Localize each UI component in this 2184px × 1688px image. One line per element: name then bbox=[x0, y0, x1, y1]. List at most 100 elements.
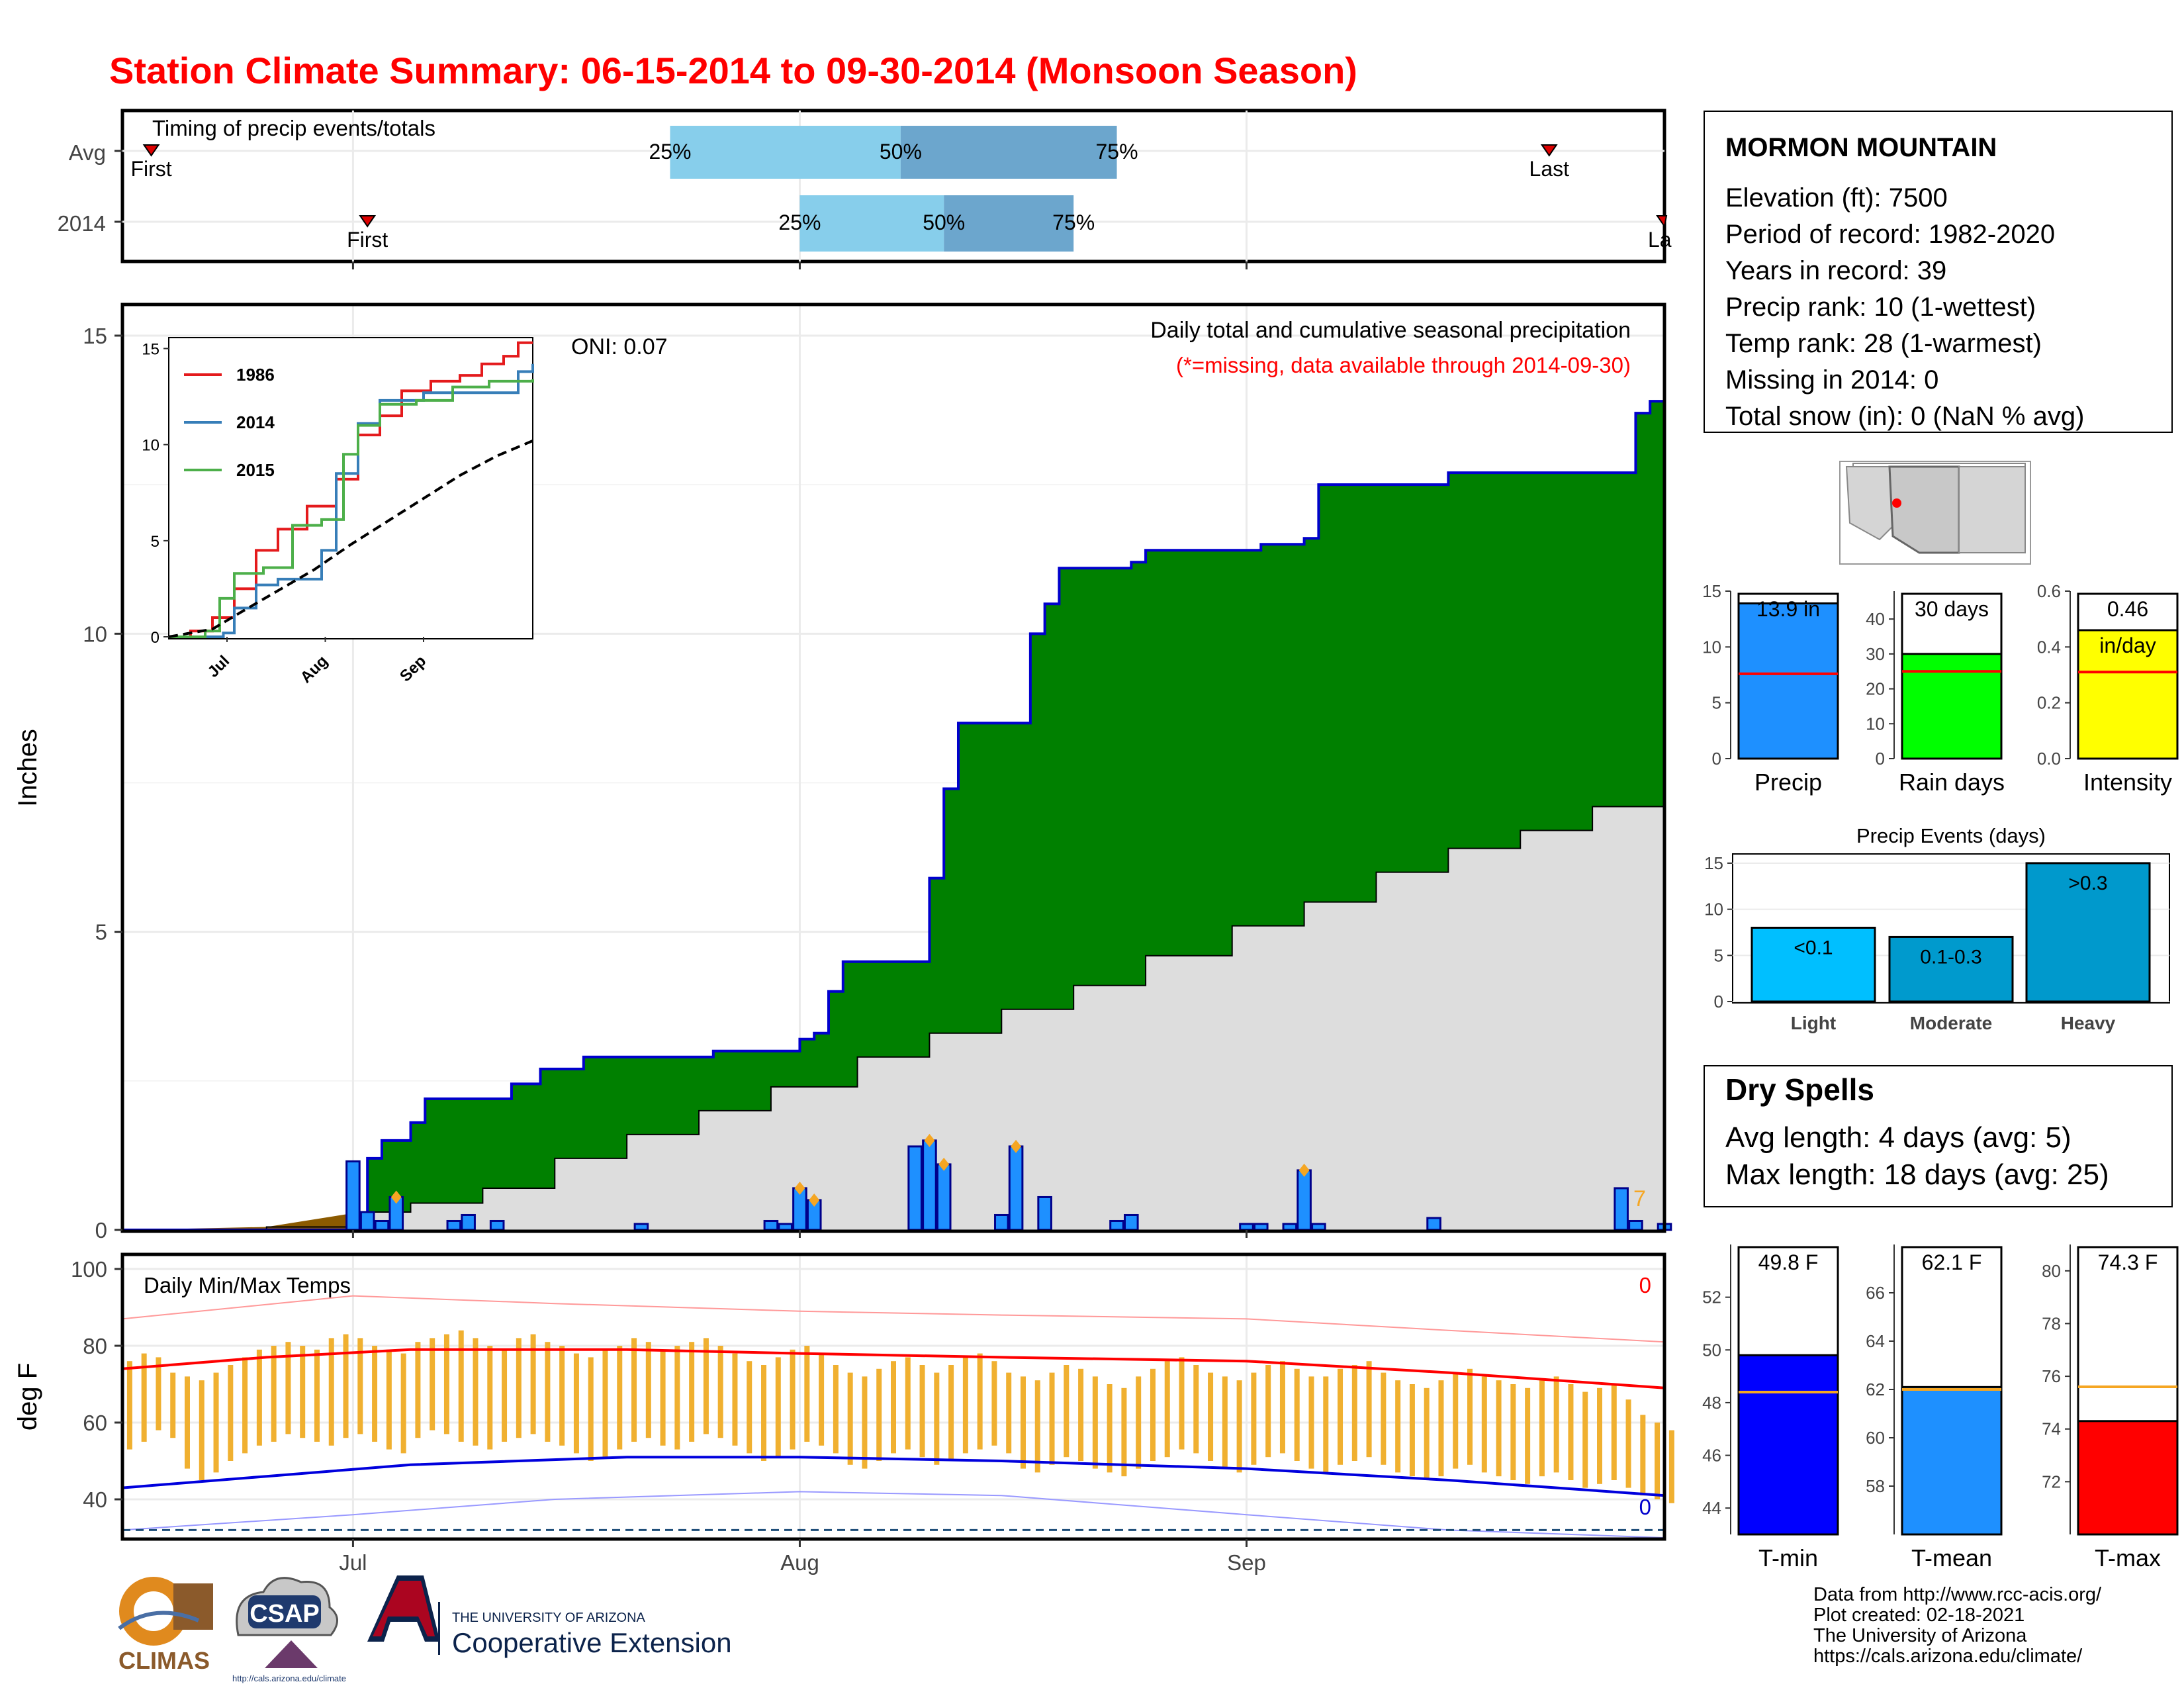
csap-logo-badge bbox=[248, 1595, 321, 1628]
heavy-event-marker bbox=[1298, 1163, 1310, 1177]
credit-line: https://cals.arizona.edu/climate/ bbox=[1813, 1646, 2083, 1667]
daily-temp-range-bar bbox=[1193, 1365, 1199, 1454]
intensity-y-tick-label: 0.0 bbox=[2037, 749, 2061, 769]
daily-temp-range-bar bbox=[833, 1365, 839, 1454]
inset-legend-label: 2014 bbox=[236, 412, 275, 432]
daily-temp-range-bar bbox=[703, 1338, 709, 1434]
inset-legend-label: 1986 bbox=[236, 365, 275, 385]
daily-temp-range-bar bbox=[1381, 1372, 1387, 1465]
precip-y-tick-label: 10 bbox=[83, 622, 107, 646]
ua-logo-big-text: Cooperative Extension bbox=[452, 1627, 732, 1658]
tmax-y-tick-label: 72 bbox=[2042, 1472, 2061, 1491]
daily-precip-bar bbox=[1253, 1223, 1269, 1231]
rain-days-bar bbox=[1901, 653, 2003, 760]
temperature-y-tick-label: 40 bbox=[83, 1487, 107, 1512]
tmax-label: T-max bbox=[2095, 1544, 2161, 1571]
tmean-y-tick-label: 62 bbox=[1866, 1380, 1885, 1399]
daily-temp-range-bar bbox=[1308, 1376, 1314, 1469]
daily-temp-range-bar bbox=[256, 1349, 262, 1446]
daily-temp-range-bar bbox=[1251, 1372, 1257, 1465]
daily-precip-bar bbox=[1109, 1219, 1124, 1231]
tmin-y-tick-label: 52 bbox=[1702, 1288, 1721, 1307]
map-state-arizona bbox=[1888, 465, 1960, 554]
station-location-marker bbox=[1892, 498, 1901, 508]
daily-temp-range-bar bbox=[199, 1380, 205, 1480]
temperature-y-tick-label: 100 bbox=[71, 1257, 107, 1282]
tmax-bar bbox=[2077, 1420, 2179, 1536]
daily-temp-range-bar bbox=[1395, 1380, 1401, 1473]
daily-temp-range-bar bbox=[1366, 1361, 1372, 1458]
daily-temp-range-bar bbox=[242, 1357, 248, 1454]
precip-y-tick-label: 0 bbox=[95, 1218, 107, 1243]
timing-pct-25: 25% bbox=[649, 140, 691, 164]
daily-temp-range-bar bbox=[1611, 1384, 1617, 1480]
seasonal-summary-bars: 0 5 10 15 13.9 in Precip 0 10 20 30 40 30 days Rain … bbox=[1702, 581, 2179, 796]
daily-temp-range-bar bbox=[487, 1346, 493, 1450]
daily-precip-bar bbox=[1124, 1213, 1139, 1231]
events-category-label: Heavy bbox=[2061, 1013, 2116, 1033]
record-min-line bbox=[122, 1491, 1665, 1538]
daily-temp-range-bar bbox=[775, 1357, 781, 1458]
dry-spells-avg-length: Avg length: 4 days (avg: 5) bbox=[1725, 1121, 2071, 1154]
tmin-y-tick-label: 48 bbox=[1702, 1393, 1721, 1413]
daily-temp-range-bar bbox=[372, 1346, 378, 1442]
daily-temp-range-bar bbox=[790, 1349, 796, 1450]
daily-temp-range-bar bbox=[1640, 1415, 1646, 1496]
daily-temp-range-bar bbox=[1179, 1357, 1185, 1450]
inset-average-line bbox=[168, 440, 533, 638]
daily-temp-range-bar bbox=[1438, 1380, 1444, 1477]
missing-note: (*=missing, data available through 2014-… bbox=[1176, 353, 1631, 377]
intensity-unit-label: in/day bbox=[2099, 633, 2156, 657]
inset-y-tick-label: 0 bbox=[151, 629, 159, 647]
station-info-line: Precip rank: 10 (1-wettest) bbox=[1725, 293, 2036, 322]
daily-temp-range-bar bbox=[1236, 1380, 1242, 1473]
daily-temp-range-bar bbox=[126, 1361, 132, 1450]
temperature-panel-frame bbox=[120, 1252, 1666, 1541]
inset-series-line-2014 bbox=[169, 363, 534, 638]
daily-temp-range-bar bbox=[1597, 1387, 1603, 1484]
daily-temp-range-bar bbox=[1049, 1372, 1055, 1465]
rain-days-y-tick-label: 30 bbox=[1866, 644, 1885, 664]
timing-panel: 25% 50% 75% First Last 25% 50% 75% First La Timin… bbox=[58, 109, 1672, 269]
timing-label: Timing of precip events/totals bbox=[152, 116, 435, 140]
daily-temp-range-bar bbox=[617, 1346, 623, 1450]
daily-temp-range-bar bbox=[631, 1338, 637, 1442]
daily-temp-range-bar bbox=[689, 1342, 695, 1442]
inset-series-line-2015 bbox=[169, 379, 534, 638]
station-info-line: Total snow (in): 0 (NaN % avg) bbox=[1725, 402, 2084, 431]
csap-logo: CSAP http://cals.arizona.edu/climate bbox=[232, 1577, 346, 1683]
last-event-label: La bbox=[1648, 228, 1672, 252]
daily-temp-range-bar bbox=[1064, 1365, 1069, 1458]
daily-temp-range-bar bbox=[458, 1330, 464, 1442]
daily-temp-range-bar bbox=[588, 1357, 594, 1461]
daily-temp-range-bar bbox=[876, 1368, 882, 1461]
daily-temp-range-bar bbox=[1539, 1380, 1545, 1477]
temperature-x-tick-label: Sep bbox=[1227, 1550, 1266, 1575]
daily-temp-range-bar bbox=[602, 1349, 608, 1458]
daily-temp-range-bar bbox=[386, 1349, 392, 1450]
daily-temp-range-bar bbox=[430, 1338, 435, 1430]
station-name: MORMON MOUNTAIN bbox=[1725, 133, 1997, 162]
credit-line: The University of Arizona bbox=[1813, 1625, 2027, 1646]
tmin-bar bbox=[1737, 1354, 1839, 1536]
tmean-y-tick-label: 66 bbox=[1866, 1283, 1885, 1303]
daily-temp-range-bar bbox=[156, 1357, 161, 1430]
intensity-bar bbox=[2077, 629, 2179, 760]
rain-days-y-tick-label: 0 bbox=[1876, 749, 1885, 769]
daily-temp-range-bar bbox=[1510, 1384, 1516, 1480]
precip-y-tick-label: 15 bbox=[1702, 581, 1721, 601]
tmin-label: T-min bbox=[1758, 1544, 1818, 1571]
daily-temp-range-bar bbox=[573, 1353, 579, 1454]
station-info-frame bbox=[1704, 111, 2173, 433]
daily-precip-bar bbox=[778, 1223, 793, 1231]
climas-logo-sun-center bbox=[134, 1591, 173, 1631]
daily-temp-range-bar bbox=[1424, 1387, 1430, 1480]
daily-temp-range-bar bbox=[1655, 1423, 1661, 1499]
heavy-event-marker bbox=[809, 1193, 820, 1207]
station-info-line: Temp rank: 28 (1-warmest) bbox=[1725, 329, 2042, 358]
normal-min-line bbox=[122, 1456, 1665, 1497]
inset-y-tick-label: 5 bbox=[151, 533, 159, 551]
normal-max-line bbox=[122, 1348, 1665, 1389]
temperature-panel-label: Daily Min/Max Temps bbox=[144, 1273, 351, 1297]
station-info-line: Missing in 2014: 0 bbox=[1725, 365, 1938, 395]
